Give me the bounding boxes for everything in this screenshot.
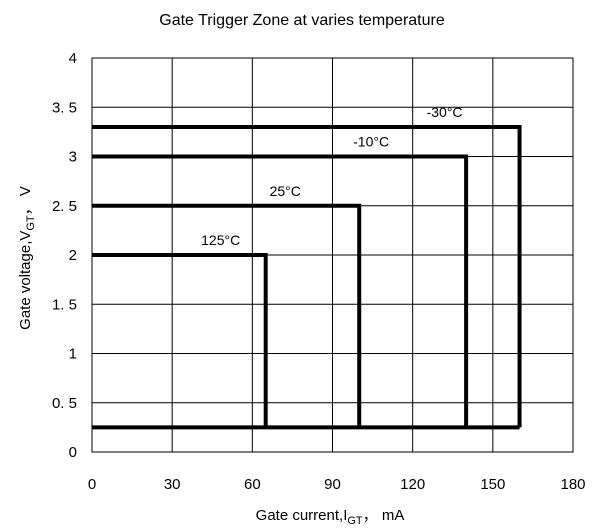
y-tick-label: 2 bbox=[69, 247, 77, 264]
y-tick-label: 3. 5 bbox=[52, 99, 77, 116]
zone-boundary-0 bbox=[92, 124, 522, 428]
zone-boundary-1 bbox=[92, 154, 469, 428]
zone-label: 125°C bbox=[201, 232, 240, 248]
x-tick-label: 90 bbox=[324, 476, 341, 493]
zone-labels: -30°C -10°C 25°C 125°C bbox=[201, 104, 462, 248]
x-tick-label: 120 bbox=[400, 476, 425, 493]
y-axis-ticks: 0 0. 5 1 1. 5 2 2. 5 3 3. 5 4 bbox=[52, 50, 77, 461]
y-axis-label-prefix: Gate voltage,V bbox=[17, 231, 34, 330]
zone-boundary-3 bbox=[92, 253, 268, 428]
x-tick-label: 30 bbox=[164, 476, 181, 493]
y-tick-label: 0 bbox=[69, 444, 77, 461]
x-tick-label: 180 bbox=[560, 476, 585, 493]
y-tick-label: 1 bbox=[69, 346, 77, 363]
chart-title: Gate Trigger Zone at varies temperature bbox=[159, 12, 445, 29]
y-axis-label: Gate voltage,VGT， V bbox=[17, 186, 37, 330]
x-axis-label: Gate current,IGT， mA bbox=[256, 507, 405, 527]
grid-layer bbox=[91, 57, 574, 453]
zone-label: -30°C bbox=[427, 104, 463, 120]
zone-label: 25°C bbox=[270, 183, 301, 199]
y-tick-label: 2. 5 bbox=[52, 198, 77, 215]
y-tick-label: 0. 5 bbox=[52, 395, 77, 412]
zone-boundary-2 bbox=[92, 203, 362, 428]
zone-label: -10°C bbox=[353, 134, 389, 150]
y-axis-label-suffix: ， V bbox=[17, 186, 34, 215]
x-axis-label-prefix: Gate current,I bbox=[256, 507, 348, 524]
x-axis-label-suffix: ， mA bbox=[363, 507, 405, 524]
x-tick-label: 150 bbox=[480, 476, 505, 493]
y-tick-label: 4 bbox=[69, 50, 77, 67]
x-tick-label: 0 bbox=[88, 476, 96, 493]
y-axis-label-subscript: GT bbox=[25, 215, 37, 231]
x-tick-label: 60 bbox=[244, 476, 261, 493]
x-axis-ticks: 0 30 60 90 120 150 180 bbox=[88, 476, 586, 493]
zone-layer bbox=[92, 124, 522, 430]
y-tick-label: 3 bbox=[69, 149, 77, 166]
x-axis-label-subscript: GT bbox=[347, 515, 363, 527]
y-tick-label: 1. 5 bbox=[52, 296, 77, 313]
